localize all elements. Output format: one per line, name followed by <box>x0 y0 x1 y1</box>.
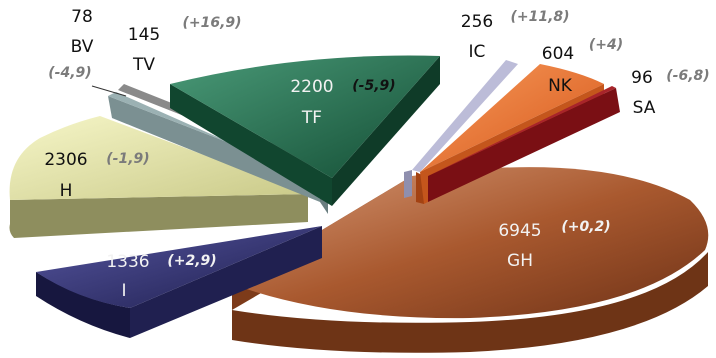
i-change: (+2,9) <box>167 253 216 269</box>
tf-value: 2200 <box>290 77 333 97</box>
label-bv: 78 BV (-4,9) <box>48 7 93 81</box>
gh-value: 6945 <box>498 221 541 241</box>
tv-change: (+16,9) <box>182 15 241 31</box>
label-sa: 96 SA (-6,8) <box>631 68 710 118</box>
tf-code: TF <box>301 108 322 128</box>
tf-change: (-5,9) <box>352 78 395 94</box>
ic-code: IC <box>469 42 486 62</box>
label-gh: 6945 GH (+0,2) <box>498 219 610 271</box>
ic-value: 256 <box>461 12 493 32</box>
bv-leader-line <box>91 85 127 97</box>
label-h: 2306 H (-1,9) <box>44 150 149 201</box>
sa-code: SA <box>633 98 656 118</box>
i-code: I <box>121 281 126 301</box>
tv-value: 145 <box>128 25 160 45</box>
slice-ic <box>404 60 518 198</box>
h-change: (-1,9) <box>106 151 149 167</box>
gh-code: GH <box>507 251 533 271</box>
label-tf: 2200 TF (-5,9) <box>290 77 395 128</box>
h-code: H <box>60 181 73 201</box>
sa-change: (-6,8) <box>666 68 709 84</box>
sa-value: 96 <box>631 68 653 88</box>
gh-change: (+0,2) <box>561 219 610 235</box>
tv-code: TV <box>132 55 155 75</box>
slice-h <box>9 116 308 238</box>
ic-change: (+11,8) <box>510 9 569 25</box>
bv-code: BV <box>71 37 94 57</box>
nk-code: NK <box>548 76 573 96</box>
label-tv: 145 TV (+16,9) <box>128 15 242 75</box>
label-nk: 604 NK (+4) <box>542 37 623 96</box>
slice-tf <box>170 55 440 206</box>
nk-change: (+4) <box>589 37 623 53</box>
h-value: 2306 <box>44 150 87 170</box>
slice-i <box>36 226 322 338</box>
i-value: 1336 <box>106 252 149 272</box>
bv-value: 78 <box>71 7 93 27</box>
label-i: 1336 I (+2,9) <box>106 252 216 301</box>
nk-value: 604 <box>542 44 574 64</box>
label-ic: 256 IC (+11,8) <box>461 9 570 62</box>
slice-sa <box>428 86 620 202</box>
bv-change: (-4,9) <box>48 65 91 81</box>
